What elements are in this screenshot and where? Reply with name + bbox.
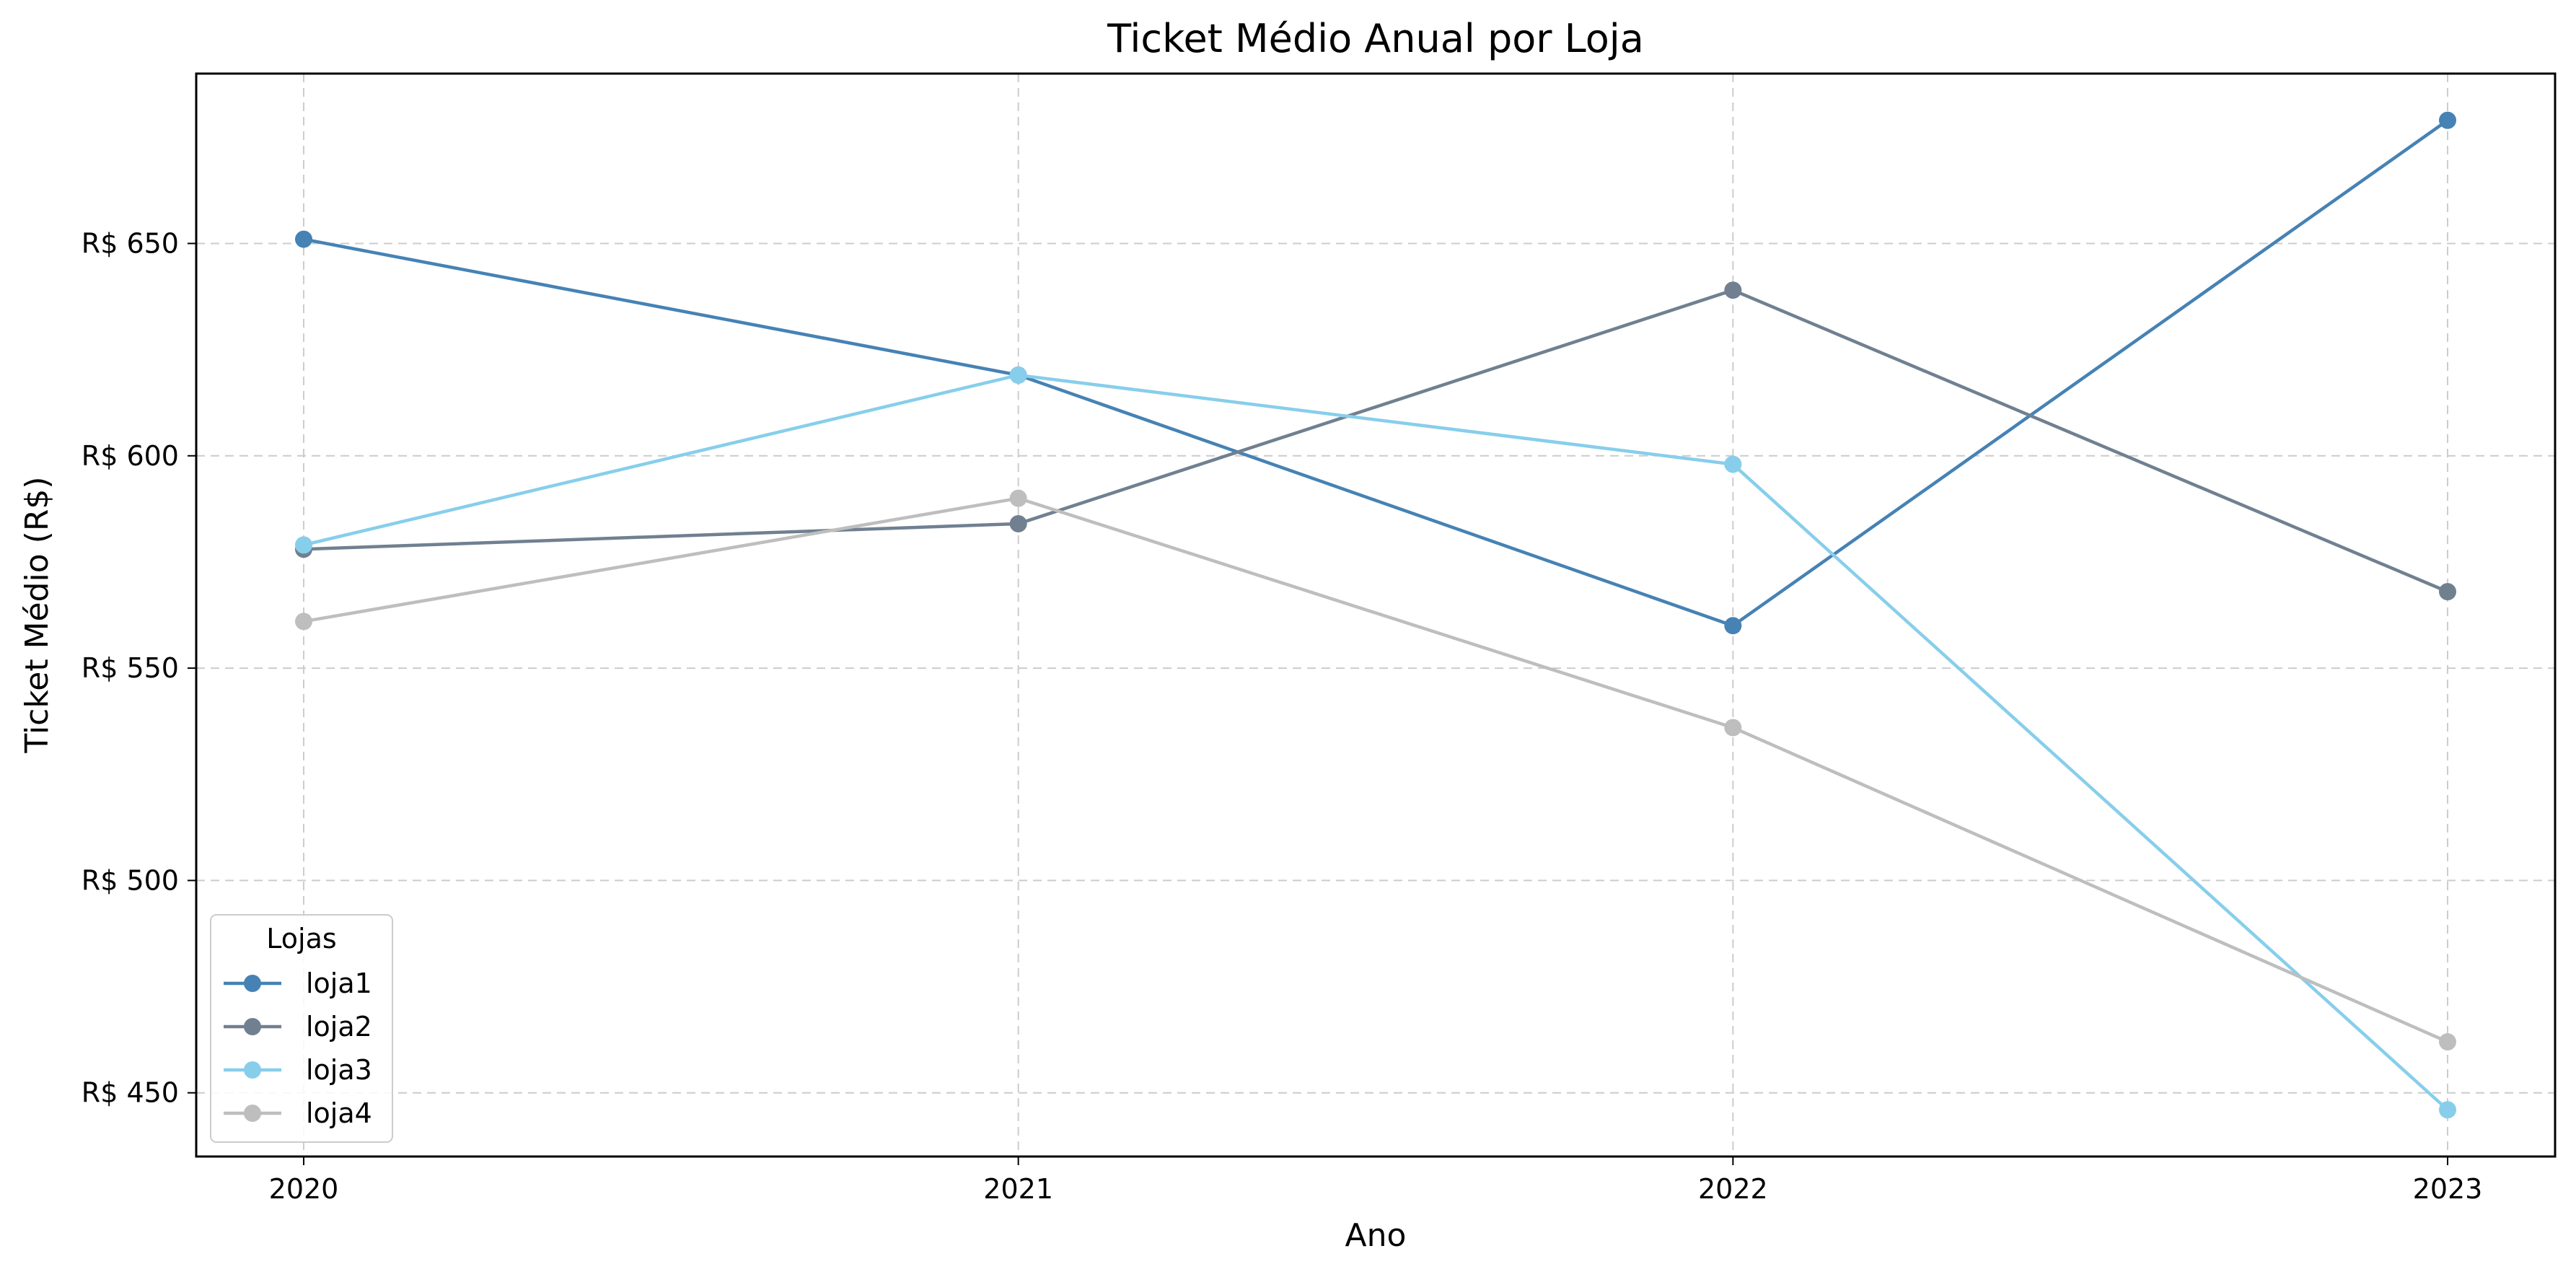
- data-point: [295, 230, 312, 248]
- x-tick-label: 2023: [2413, 1173, 2483, 1205]
- legend-label: loja2: [306, 1011, 372, 1043]
- plot-frame: [195, 72, 2557, 1158]
- y-tick-label: R$ 650: [82, 227, 179, 259]
- data-point: [2439, 111, 2456, 129]
- legend-label: loja4: [306, 1097, 372, 1129]
- data-point: [1724, 719, 1742, 737]
- x-tick-label: 2020: [269, 1173, 339, 1205]
- legend: Lojas loja1 loja2 loja3 loja4: [210, 914, 393, 1143]
- y-tick-label: R$ 550: [82, 652, 179, 684]
- legend-box: [210, 914, 393, 1143]
- data-point: [1724, 617, 1742, 635]
- legend-label: loja3: [306, 1054, 372, 1086]
- legend-label: loja1: [306, 967, 372, 999]
- y-tick-label: R$ 600: [82, 440, 179, 472]
- data-point: [1009, 366, 1027, 384]
- data-point: [2439, 583, 2456, 601]
- y-tick-label: R$ 500: [82, 864, 179, 896]
- chart-title: Ticket Médio Anual por Loja: [1107, 16, 1644, 61]
- data-point: [1009, 489, 1027, 507]
- data-point: [295, 536, 312, 554]
- x-axis-label: Ano: [1345, 1217, 1407, 1254]
- series-line: [303, 118, 2449, 628]
- grid: [196, 74, 2555, 1157]
- x-tick-label: 2021: [983, 1173, 1053, 1205]
- series-loja1: [295, 111, 2456, 635]
- series-loja2: [295, 281, 2456, 601]
- legend-marker: [244, 1061, 261, 1079]
- data-point: [2439, 1101, 2456, 1119]
- x-tick-label: 2022: [1698, 1173, 1768, 1205]
- ticks: 2020 2021 2022 2023 R$ 450 R$ 500 R$ 550 R$ 600…: [82, 227, 2483, 1205]
- legend-marker: [244, 975, 261, 992]
- legend-marker: [244, 1018, 261, 1035]
- data-point: [1009, 514, 1027, 532]
- legend-entry-loja1: loja1: [224, 967, 372, 999]
- series-line: [303, 496, 2448, 1044]
- data-point: [295, 613, 312, 631]
- data-point: [2439, 1033, 2456, 1051]
- legend-entry-loja2: loja2: [224, 1011, 372, 1043]
- legend-title: Lojas: [266, 923, 336, 955]
- series-layer: [295, 111, 2456, 1119]
- legend-entries: loja1 loja2 loja3 loja4: [224, 967, 372, 1129]
- legend-entry-loja3: loja3: [224, 1054, 372, 1086]
- series-loja3: [295, 366, 2456, 1119]
- series-line: [303, 288, 2448, 594]
- data-point: [1724, 455, 1742, 473]
- y-tick-label: R$ 450: [82, 1077, 179, 1109]
- series-loja4: [295, 489, 2456, 1051]
- legend-marker: [244, 1105, 261, 1122]
- y-axis-label: Ticket Médio (R$): [19, 476, 56, 753]
- series-line: [303, 373, 2449, 1111]
- legend-entry-loja4: loja4: [224, 1097, 372, 1129]
- data-point: [1724, 281, 1742, 299]
